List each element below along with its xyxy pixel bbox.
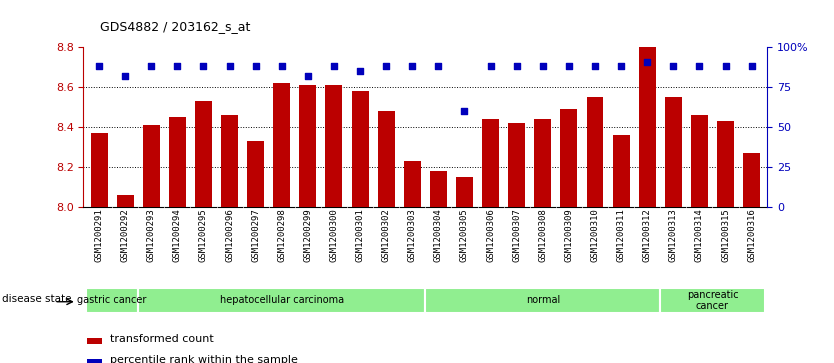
- Point: [562, 64, 575, 69]
- Text: GSM1200316: GSM1200316: [747, 208, 756, 262]
- Bar: [665, 97, 681, 207]
- Point: [693, 64, 706, 69]
- Text: GSM1200303: GSM1200303: [408, 208, 417, 262]
- Text: GSM1200305: GSM1200305: [460, 208, 469, 262]
- Point: [432, 64, 445, 69]
- Text: GSM1200312: GSM1200312: [643, 208, 651, 262]
- Bar: [138, 288, 425, 313]
- Text: hepatocellular carcinoma: hepatocellular carcinoma: [219, 295, 344, 305]
- Bar: [87, 338, 102, 344]
- Point: [641, 59, 654, 65]
- Bar: [352, 91, 369, 207]
- Point: [666, 64, 680, 69]
- Text: GSM1200292: GSM1200292: [121, 208, 129, 262]
- Text: GSM1200299: GSM1200299: [304, 208, 313, 262]
- Text: GSM1200296: GSM1200296: [225, 208, 234, 262]
- Point: [588, 64, 601, 69]
- Bar: [691, 115, 708, 207]
- Bar: [195, 101, 212, 207]
- Text: GSM1200313: GSM1200313: [669, 208, 678, 262]
- Bar: [425, 288, 661, 313]
- Bar: [274, 83, 290, 207]
- Bar: [247, 141, 264, 207]
- Bar: [456, 177, 473, 207]
- Point: [536, 64, 550, 69]
- Bar: [535, 119, 551, 207]
- Bar: [91, 133, 108, 207]
- Bar: [613, 135, 630, 207]
- Text: GSM1200314: GSM1200314: [695, 208, 704, 262]
- Text: GSM1200306: GSM1200306: [486, 208, 495, 262]
- Text: GSM1200310: GSM1200310: [590, 208, 600, 262]
- Text: GSM1200294: GSM1200294: [173, 208, 182, 262]
- Bar: [86, 288, 138, 313]
- Text: GSM1200291: GSM1200291: [94, 208, 103, 262]
- Point: [301, 73, 314, 79]
- Text: pancreatic
cancer: pancreatic cancer: [686, 290, 738, 311]
- Text: transformed count: transformed count: [110, 334, 214, 344]
- Bar: [639, 47, 656, 207]
- Point: [171, 64, 184, 69]
- Bar: [508, 123, 525, 207]
- Point: [327, 64, 340, 69]
- Bar: [586, 97, 604, 207]
- Text: GSM1200308: GSM1200308: [538, 208, 547, 262]
- Point: [405, 64, 419, 69]
- Text: GSM1200298: GSM1200298: [277, 208, 286, 262]
- Text: disease state: disease state: [2, 294, 71, 304]
- Text: GSM1200295: GSM1200295: [199, 208, 208, 262]
- Point: [197, 64, 210, 69]
- Point: [93, 64, 106, 69]
- Point: [379, 64, 393, 69]
- Text: GSM1200300: GSM1200300: [329, 208, 339, 262]
- Bar: [717, 121, 734, 207]
- Bar: [661, 288, 765, 313]
- Bar: [560, 109, 577, 207]
- Point: [275, 64, 289, 69]
- Point: [615, 64, 628, 69]
- Point: [354, 68, 367, 74]
- Text: GSM1200309: GSM1200309: [565, 208, 574, 262]
- Bar: [143, 125, 160, 207]
- Point: [249, 64, 263, 69]
- Point: [223, 64, 236, 69]
- Text: normal: normal: [525, 295, 560, 305]
- Text: GSM1200307: GSM1200307: [512, 208, 521, 262]
- Point: [458, 108, 471, 114]
- Text: GSM1200301: GSM1200301: [355, 208, 364, 262]
- Point: [510, 64, 524, 69]
- Bar: [430, 171, 447, 207]
- Bar: [482, 119, 499, 207]
- Bar: [743, 153, 760, 207]
- Text: GSM1200304: GSM1200304: [434, 208, 443, 262]
- Bar: [404, 161, 421, 207]
- Point: [484, 64, 497, 69]
- Bar: [221, 115, 238, 207]
- Text: GSM1200302: GSM1200302: [382, 208, 390, 262]
- Point: [118, 73, 132, 79]
- Text: GSM1200311: GSM1200311: [616, 208, 626, 262]
- Bar: [168, 117, 186, 207]
- Text: percentile rank within the sample: percentile rank within the sample: [110, 355, 298, 363]
- Text: GDS4882 / 203162_s_at: GDS4882 / 203162_s_at: [100, 20, 250, 33]
- Text: GSM1200293: GSM1200293: [147, 208, 156, 262]
- Bar: [117, 195, 133, 207]
- Point: [144, 64, 158, 69]
- Point: [745, 64, 758, 69]
- Bar: [299, 85, 316, 207]
- Bar: [378, 111, 394, 207]
- Bar: [87, 359, 102, 363]
- Text: GSM1200315: GSM1200315: [721, 208, 730, 262]
- Bar: [325, 85, 343, 207]
- Text: GSM1200297: GSM1200297: [251, 208, 260, 262]
- Point: [719, 64, 732, 69]
- Text: gastric cancer: gastric cancer: [78, 295, 147, 305]
